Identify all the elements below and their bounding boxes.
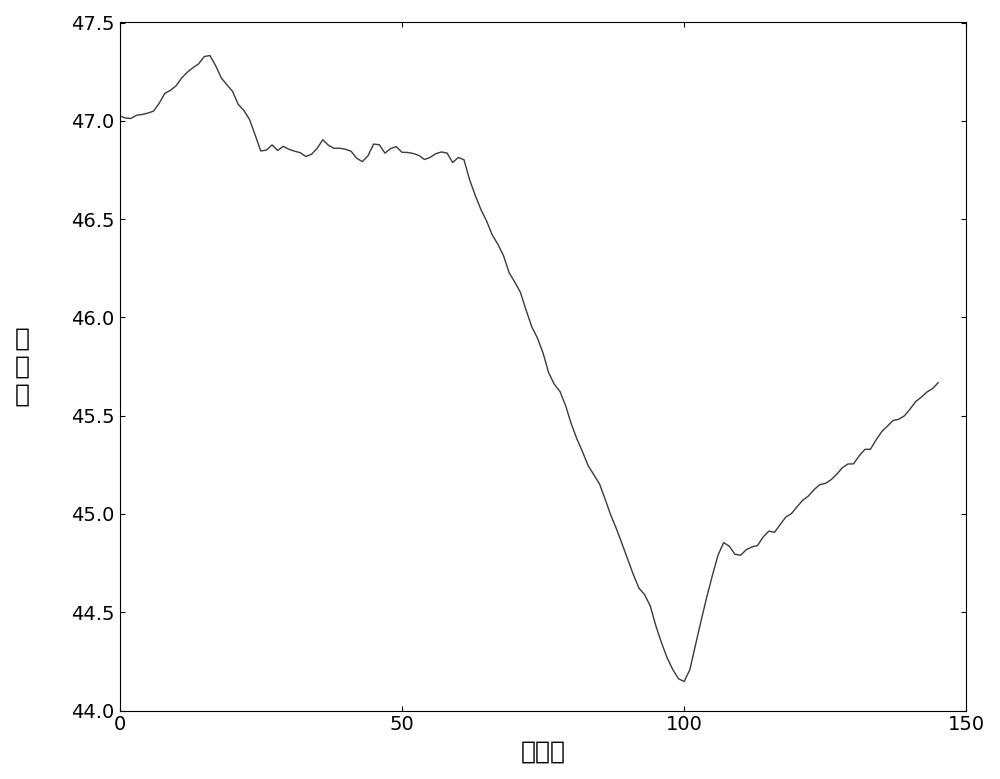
X-axis label: 序列号: 序列号 bbox=[521, 740, 566, 764]
Y-axis label: 坐
标
值: 坐 标 值 bbox=[15, 326, 30, 407]
